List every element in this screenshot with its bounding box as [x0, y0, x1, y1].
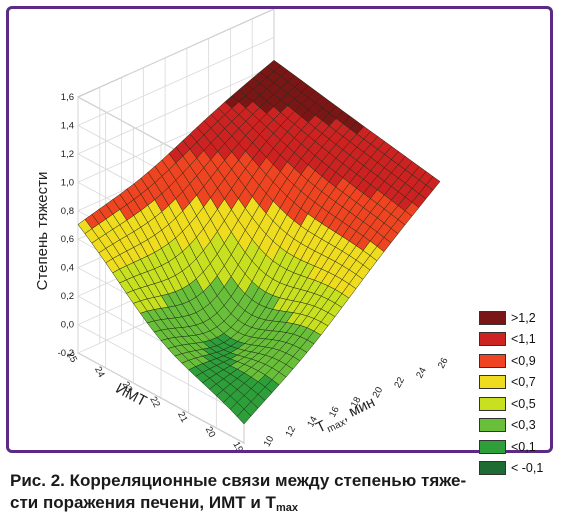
- surface-plot: -0,20,00,20,40,60,81,01,21,41,6810121416…: [34, 9, 451, 450]
- z-tick-label: 0,0: [61, 320, 74, 331]
- legend-label: >1,2: [511, 310, 536, 325]
- z-tick-label: 1,2: [61, 149, 74, 160]
- legend-item: >1,2: [479, 307, 557, 329]
- z-tick-label: 1,4: [61, 120, 74, 131]
- legend-swatch: [479, 332, 506, 347]
- z-tick-label: -0,2: [58, 348, 74, 359]
- x-tick-label: 10: [262, 434, 277, 449]
- z-tick-label: 0,8: [61, 206, 74, 217]
- x-tick-label: 14: [305, 415, 320, 430]
- legend-swatch: [479, 396, 506, 411]
- legend-label: <0,7: [511, 375, 536, 390]
- y-tick-label: 21: [175, 410, 190, 425]
- x-tick-label: 20: [371, 385, 386, 400]
- legend-label: <0,1: [511, 439, 536, 454]
- surface-cell: [425, 176, 441, 191]
- legend-swatch: [479, 418, 506, 433]
- y-tick-label: 22: [147, 395, 162, 410]
- legend-item: <0,7: [479, 372, 557, 394]
- y-tick-label: 24: [92, 365, 107, 380]
- legend-item: < -0,1: [479, 458, 557, 480]
- legend-item: <0,1: [479, 436, 557, 458]
- figure-caption: Рис. 2. Корреляционные связи между степе…: [10, 470, 555, 519]
- x-tick-label: 26: [436, 356, 451, 371]
- x-tick-label: 16: [327, 405, 342, 420]
- caption-line-1: Рис. 2. Корреляционные связи между степе…: [10, 471, 467, 490]
- y-tick-label: 19: [230, 440, 245, 450]
- x-tick-label: 12: [283, 424, 298, 439]
- z-axis-title: Степень тяжести: [34, 172, 51, 291]
- legend-label: <0,3: [511, 418, 536, 433]
- legend-label: <0,5: [511, 396, 536, 411]
- z-tick-label: 0,6: [61, 234, 74, 245]
- z-tick-label: 1,6: [61, 92, 74, 103]
- figure-frame: -0,20,00,20,40,60,81,01,21,41,6810121416…: [6, 6, 553, 476]
- legend: >1,2 <1,1 <0,9 <0,7 <0,5 <0,3 <0,1 < -0,1: [479, 307, 557, 479]
- z-tick-label: 0,2: [61, 291, 74, 302]
- legend-label: < -0,1: [511, 461, 544, 476]
- legend-swatch: [479, 461, 506, 476]
- legend-label: <1,1: [511, 332, 536, 347]
- legend-swatch: [479, 439, 506, 454]
- caption-subscript: max: [275, 502, 298, 514]
- z-tick-label: 1,0: [61, 177, 74, 188]
- legend-item: <1,1: [479, 329, 557, 351]
- legend-item: <0,5: [479, 393, 557, 415]
- caption-line-2-text: сти поражения печени, ИМТ и T: [10, 493, 276, 512]
- legend-swatch: [479, 375, 506, 390]
- x-tick-label: 18: [349, 395, 364, 410]
- z-tick-label: 0,4: [61, 263, 74, 274]
- legend-swatch: [479, 310, 506, 325]
- legend-label: <0,9: [511, 353, 536, 368]
- x-tick-label: 24: [414, 366, 429, 381]
- legend-item: <0,9: [479, 350, 557, 372]
- y-tick-label: 25: [64, 350, 79, 365]
- y-tick-label: 20: [203, 425, 218, 440]
- y-tick-label: 23: [120, 380, 135, 395]
- caption-line-2: сти поражения печени, ИМТ и Tmax: [10, 492, 555, 519]
- x-tick-label: 22: [392, 375, 407, 390]
- legend-swatch: [479, 353, 506, 368]
- legend-item: <0,3: [479, 415, 557, 437]
- x-axis-title: Tmax, мин: [313, 394, 379, 440]
